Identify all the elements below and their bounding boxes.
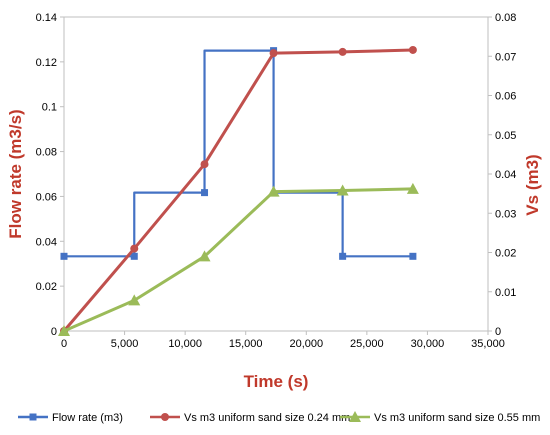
legend-marker — [349, 411, 361, 422]
y-left-tick-label: 0.04 — [36, 236, 57, 248]
data-point-vs-055 — [267, 185, 280, 197]
data-point-vs-055 — [58, 325, 70, 336]
data-point-vs-024 — [408, 45, 417, 54]
y-left-tick-label: 0 — [51, 326, 57, 338]
legend-item-flow-rate: Flow rate (m3) — [18, 412, 123, 424]
data-point-flow-rate — [201, 189, 209, 197]
y-left-tick-label: 0.06 — [36, 191, 57, 203]
data-point-vs-055 — [336, 184, 349, 196]
data-point-flow-rate — [339, 252, 347, 260]
y-left-tick-label: 0.08 — [36, 147, 57, 159]
y-right-tick-label: 0.05 — [495, 130, 516, 142]
x-tick-label: 10,000 — [168, 338, 202, 350]
x-tick-label: 30,000 — [411, 338, 445, 350]
y-axis-right-title: Vs (m3) — [523, 154, 542, 215]
legend-item-vs-024: Vs m3 uniform sand size 0.24 mm — [150, 412, 350, 424]
data-point-flow-rate — [409, 252, 417, 260]
legend-marker — [29, 413, 37, 421]
data-point-vs-055 — [128, 294, 141, 306]
data-point-vs-024 — [338, 47, 347, 56]
series-line-vs-024 — [62, 48, 413, 332]
x-tick-label: 20,000 — [289, 338, 323, 350]
y-right-tick-label: 0.01 — [495, 287, 516, 299]
legend-label: Vs m3 uniform sand size 0.55 mm — [374, 412, 540, 424]
y-right-tick-label: 0.04 — [495, 169, 516, 181]
y-right-tick-label: 0 — [495, 326, 501, 338]
x-tick-label: 15,000 — [229, 338, 263, 350]
data-point-vs-055 — [406, 182, 419, 194]
x-tick-label: 0 — [61, 338, 67, 350]
x-tick-label: 5,000 — [111, 338, 139, 350]
data-point-flow-rate — [130, 252, 138, 260]
y-right-tick-label: 0.07 — [495, 51, 516, 63]
series-line-flow-rate — [64, 49, 413, 258]
legend-marker — [161, 413, 169, 421]
data-point-flow-rate — [60, 252, 68, 260]
series-vs-055 — [58, 182, 419, 336]
data-point-vs-024 — [200, 160, 209, 169]
x-tick-label: 35,000 — [471, 338, 505, 350]
y-right-tick-label: 0.08 — [495, 12, 516, 24]
y-left-tick-label: 0.1 — [42, 102, 57, 114]
plot-area — [63, 16, 489, 332]
legend-label: Vs m3 uniform sand size 0.24 mm — [184, 412, 350, 424]
x-tick-label: 25,000 — [350, 338, 384, 350]
data-point-vs-055 — [198, 250, 211, 262]
legend-item-vs-055: Vs m3 uniform sand size 0.55 mm — [340, 411, 540, 424]
series-line-vs-055 — [63, 187, 413, 333]
data-point-vs-024 — [130, 244, 139, 253]
data-point-vs-024 — [269, 49, 278, 58]
y-left-tick-label: 0.02 — [36, 281, 57, 293]
y-left-tick-label: 0.14 — [36, 12, 57, 24]
y-axis-left-title: Flow rate (m3/s) — [6, 109, 25, 238]
x-axis-title: Time (s) — [244, 372, 309, 391]
y-left-tick-label: 0.12 — [36, 57, 57, 69]
y-right-tick-label: 0.06 — [495, 91, 516, 103]
y-right-tick-label: 0.03 — [495, 208, 516, 220]
y-right-tick-label: 0.02 — [495, 248, 516, 260]
legend-label: Flow rate (m3) — [52, 412, 123, 424]
legend: Flow rate (m3) Vs m3 uniform sand size 0.… — [18, 411, 540, 424]
